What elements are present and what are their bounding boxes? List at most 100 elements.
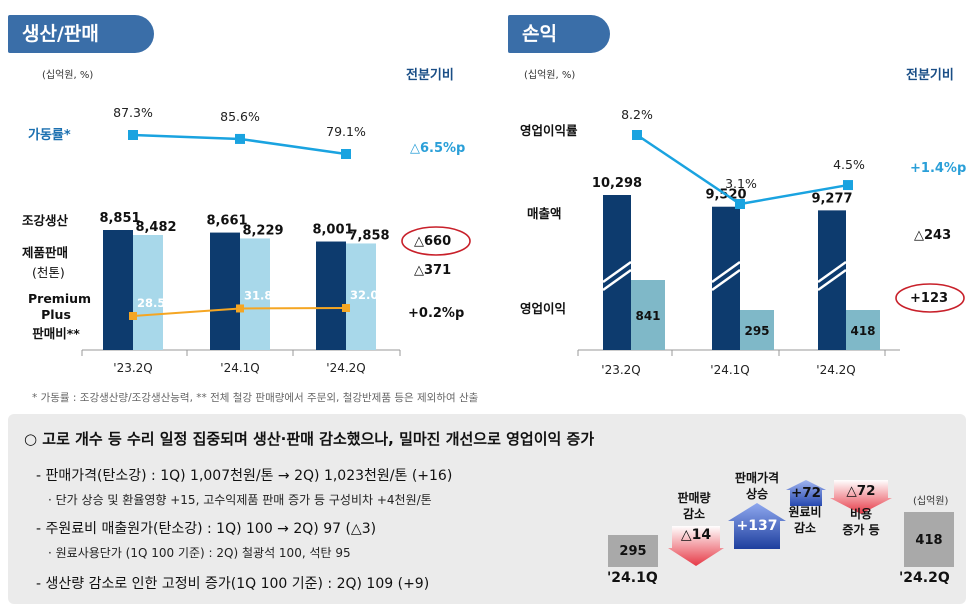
left-x-tick-label: '24.2Q [326,361,365,375]
summary-line-raw-cost-detail: · 원료사용단가 (1Q 100 기준) : 2Q) 철광석 100, 석탄 9… [48,546,351,560]
point-op-margin [843,180,853,191]
label-utilization-value: 79.1% [326,124,366,139]
summary-panel [8,414,966,604]
waterfall-cost-label-2: 증가 등 [842,523,880,537]
label-revenue-value: 10,298 [592,176,642,191]
point-premium [342,304,350,312]
waterfall-price-value: +137 [736,518,778,534]
label-crude-steel-value: 8,661 [206,214,247,229]
bar-crude-steel [210,232,240,350]
bar-break-mark [711,268,741,292]
bar-product-sales [133,235,163,350]
change-revenue: △243 [914,228,952,243]
left-x-tick-label: '23.2Q [113,361,152,375]
waterfall-cost-value: △72 [846,483,876,499]
waterfall-raw-value: +72 [790,485,822,501]
summary-line-price: - 판매가격(탄소강) : 1Q) 1,007천원/톤 → 2Q) 1,023천… [36,468,453,484]
waterfall-price-arrow [728,503,786,549]
label-utilization-value: 87.3% [113,105,153,120]
bar-crude-steel [316,241,346,350]
label-premium-2: Plus [41,307,71,322]
change-op-income: +123 [910,291,949,306]
tab-profit-loss: 손익 [508,15,610,53]
highlight-circle-production [401,226,471,256]
point-op-margin [632,130,642,140]
bar-break-mark [711,260,741,284]
change-crude-steel: △660 [414,234,452,249]
point-utilization [341,149,351,159]
point-premium [129,312,137,320]
waterfall-cost-arrow [830,480,892,514]
bar-op-income [740,310,774,350]
summary-line-fixed-cost: - 생산량 감소로 인한 고정비 증가(1Q 100 기준) : 2Q) 109… [36,576,430,592]
left-x-tick-label: '24.1Q [220,361,259,375]
waterfall-sales-vol-label-2: 감소 [682,507,706,521]
label-premium-1: Premium [28,291,92,306]
waterfall-raw-label-2: 감소 [793,521,817,535]
bar-break-mark [602,260,632,284]
waterfall-raw-label-1: 원료비 [788,505,822,519]
right-x-tick-label: '23.2Q [601,363,640,377]
point-op-margin [735,199,745,209]
label-revenue: 매출액 [527,206,562,221]
tab-production-sales: 생산/판매 [8,15,154,53]
bar-product-sales [346,243,376,350]
label-product-sales-value: 8,229 [242,223,283,238]
summary-line-price-detail: · 단가 상승 및 환율영향 +15, 고수익제품 판매 증가 등 구성비차 +… [48,493,432,507]
label-op-margin-value: 3.1% [725,176,757,191]
label-premium-value: 32.0% [350,288,390,302]
waterfall-cost-label-1: 비용 [849,507,873,521]
point-premium [236,304,244,313]
waterfall-sales-vol-value: △14 [680,527,712,543]
bar-break-mark [817,260,847,284]
bar-product-sales [240,238,270,350]
change-product-sales: △371 [414,263,452,278]
summary-line-raw-cost: - 주원료비 매출원가(탄소강) : 1Q) 100 → 2Q) 97 (△3) [36,521,377,537]
label-op-income-value: 418 [850,324,875,338]
label-premium-value: 31.8% [244,288,284,302]
label-product-sales-value: 7,858 [348,228,389,243]
change-op-margin: +1.4%p [910,161,967,176]
label-op-margin-value: 8.2% [621,107,653,122]
label-crude-steel: 조강생산 [22,213,69,228]
bar-op-income [631,280,665,350]
waterfall-end-label: '24.2Q [899,570,950,586]
bar-crude-steel [103,230,133,350]
label-product-sales: 제품판매 [22,245,69,260]
label-utilization: 가동률* [28,128,71,143]
bar-break-mark [602,268,632,292]
highlight-circle-op [895,283,965,313]
left-unit: (십억원, %) [42,70,94,81]
left-header-qoq: 전분기비 [406,68,454,83]
label-sales-unit: (천톤) [32,265,65,280]
point-utilization [235,133,245,144]
right-header-qoq: 전분기비 [906,68,954,83]
right-unit: (십억원, %) [524,70,576,81]
waterfall-start-bar [608,535,658,567]
bar-op-income [846,310,880,350]
waterfall-raw-arrow [786,480,826,506]
label-revenue-value: 9,277 [811,191,852,206]
label-op-income: 영업이익 [520,301,567,316]
footnote: * 가동률 : 조강생산량/조강생산능력, ** 전체 철강 판매량에서 주문외… [32,392,479,404]
label-premium-value: 28.5% [137,296,177,310]
waterfall-sales-vol-arrow [668,526,724,566]
label-premium-3: 판매비** [32,326,80,341]
label-product-sales-value: 8,482 [135,220,176,235]
summary-headline: ○ 고로 개수 등 수리 일정 집중되며 생산·판매 감소했으나, 밀마진 개선… [24,430,595,448]
change-premium: +0.2%p [408,306,465,321]
label-op-margin-value: 4.5% [833,157,865,172]
label-op-margin: 영업이익률 [520,123,578,138]
label-crude-steel-value: 8,851 [99,211,140,226]
right-x-tick-label: '24.1Q [710,363,749,377]
bar-break-mark [817,268,847,292]
waterfall-end-bar [904,512,954,567]
label-op-income-value: 841 [635,309,660,323]
waterfall-price-label-2: 상승 [745,487,769,501]
label-op-income-value: 295 [744,324,769,338]
waterfall-start-label: '24.1Q [607,570,658,586]
waterfall-start-value: 295 [619,544,647,559]
waterfall-sales-vol-label-1: 판매량 [677,491,711,505]
waterfall-unit: (십억원) [913,496,949,507]
